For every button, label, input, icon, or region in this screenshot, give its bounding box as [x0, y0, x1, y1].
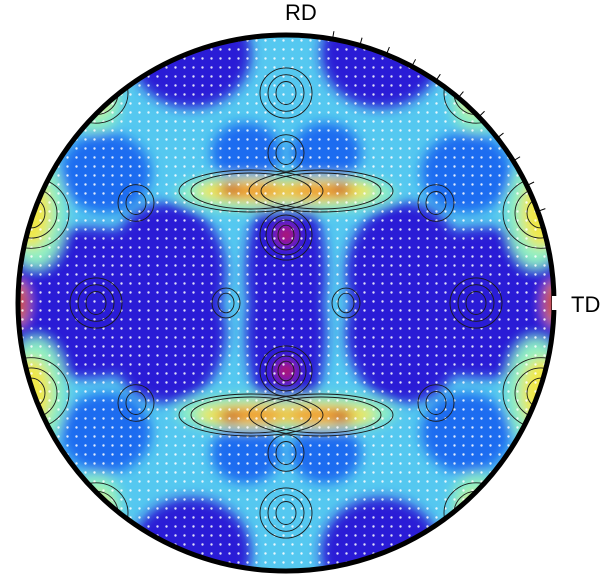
contour-line — [417, 384, 455, 422]
contour-line — [465, 291, 487, 315]
contour-line — [117, 184, 155, 222]
td-axis-label: TD — [571, 292, 601, 317]
contour-line — [83, 79, 109, 107]
contour-line — [453, 490, 499, 536]
td-marker — [552, 296, 566, 310]
contour-line — [277, 224, 295, 246]
contour-line — [178, 393, 324, 437]
contour-line — [259, 209, 313, 261]
contour-line — [265, 350, 307, 392]
rim-tick — [332, 31, 335, 40]
rim-tick — [359, 37, 363, 46]
rim-tick — [537, 208, 546, 212]
contour-line — [190, 396, 312, 434]
rd-axis-label: RD — [285, 0, 317, 25]
contour-line — [449, 277, 503, 329]
contour-line — [425, 191, 447, 215]
contour-line — [267, 134, 305, 172]
contour-line — [337, 292, 355, 314]
rim-tick — [526, 181, 535, 186]
rim-tick — [513, 156, 521, 162]
contour-line — [275, 441, 297, 465]
rim-tick — [457, 91, 464, 99]
contour-line — [331, 287, 361, 319]
contour-line — [267, 434, 305, 472]
contour-line — [248, 169, 394, 213]
contour-line — [425, 391, 447, 415]
contour-line — [259, 487, 313, 539]
very-high-corner-region — [106, 521, 126, 545]
rim-tick — [478, 110, 485, 118]
contour-line — [275, 141, 297, 165]
contour-line — [267, 494, 305, 532]
contour-line — [69, 277, 123, 329]
contour-line — [457, 284, 495, 322]
very-high-corner-region — [446, 61, 466, 85]
contour-line — [217, 292, 235, 314]
contour-line — [271, 355, 301, 387]
rim-tick — [435, 73, 441, 82]
contour-line — [277, 360, 295, 382]
contour-line — [463, 79, 489, 107]
contour-line — [190, 172, 312, 210]
contour-line — [77, 284, 115, 322]
contour-line — [178, 169, 324, 213]
contour-line — [259, 345, 313, 397]
contour-line — [265, 214, 307, 256]
very-high-corner-region — [446, 521, 466, 545]
contour-line — [85, 291, 107, 315]
contour-line — [248, 393, 394, 437]
contour-line — [260, 172, 382, 210]
very-high-corner-region — [106, 61, 126, 85]
contour-line — [417, 184, 455, 222]
rim-tick — [496, 132, 504, 139]
contour-line — [73, 70, 119, 116]
contour-line — [117, 384, 155, 422]
rim-tick — [411, 59, 417, 67]
contour-line — [73, 490, 119, 536]
contour-line — [271, 219, 301, 251]
contour-line — [125, 191, 147, 215]
contour-line — [453, 70, 499, 116]
contour-line — [463, 499, 489, 527]
contour-line — [267, 74, 305, 112]
rim-tick — [385, 46, 390, 55]
contour-line — [260, 396, 382, 434]
contour-line — [211, 287, 241, 319]
contour-line — [275, 501, 297, 525]
contour-line — [83, 499, 109, 527]
contour-line — [259, 67, 313, 119]
contour-line — [125, 391, 147, 415]
contour-line — [275, 81, 297, 105]
